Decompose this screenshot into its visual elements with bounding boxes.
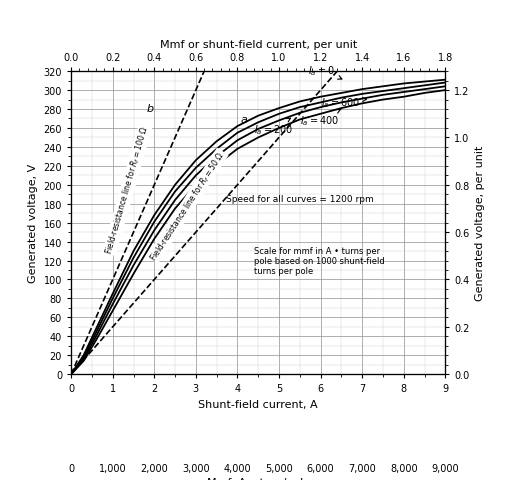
Text: $I_a = 0$: $I_a = 0$ (308, 64, 342, 80)
Text: b: b (147, 104, 154, 114)
Text: Field-resistance line for $R_f = 50\ \Omega$: Field-resistance line for $R_f = 50\ \Om… (148, 149, 228, 263)
Text: Field-resistance line for $R_f = 100\ \Omega$: Field-resistance line for $R_f = 100\ \O… (103, 125, 152, 256)
X-axis label: Mmf, A • turn/pole: Mmf, A • turn/pole (207, 478, 310, 480)
X-axis label: Shunt-field current, A: Shunt-field current, A (199, 399, 318, 409)
Y-axis label: Generated voltage, V: Generated voltage, V (28, 164, 38, 283)
Text: $I_a = 200$: $I_a = 200$ (254, 119, 294, 136)
Y-axis label: Generated voltage, per unit: Generated voltage, per unit (475, 145, 485, 301)
Text: Scale for mmf in A • turns per
pole based on 1000 shunt-field
turns per pole: Scale for mmf in A • turns per pole base… (254, 246, 385, 276)
X-axis label: Mmf or shunt-field current, per unit: Mmf or shunt-field current, per unit (160, 39, 357, 49)
Text: $I_a = 600$: $I_a = 600$ (320, 96, 366, 110)
Text: Speed for all curves = 1200 rpm: Speed for all curves = 1200 rpm (226, 194, 374, 203)
Text: $I_a = 400$: $I_a = 400$ (300, 110, 341, 128)
Text: a: a (240, 115, 247, 125)
